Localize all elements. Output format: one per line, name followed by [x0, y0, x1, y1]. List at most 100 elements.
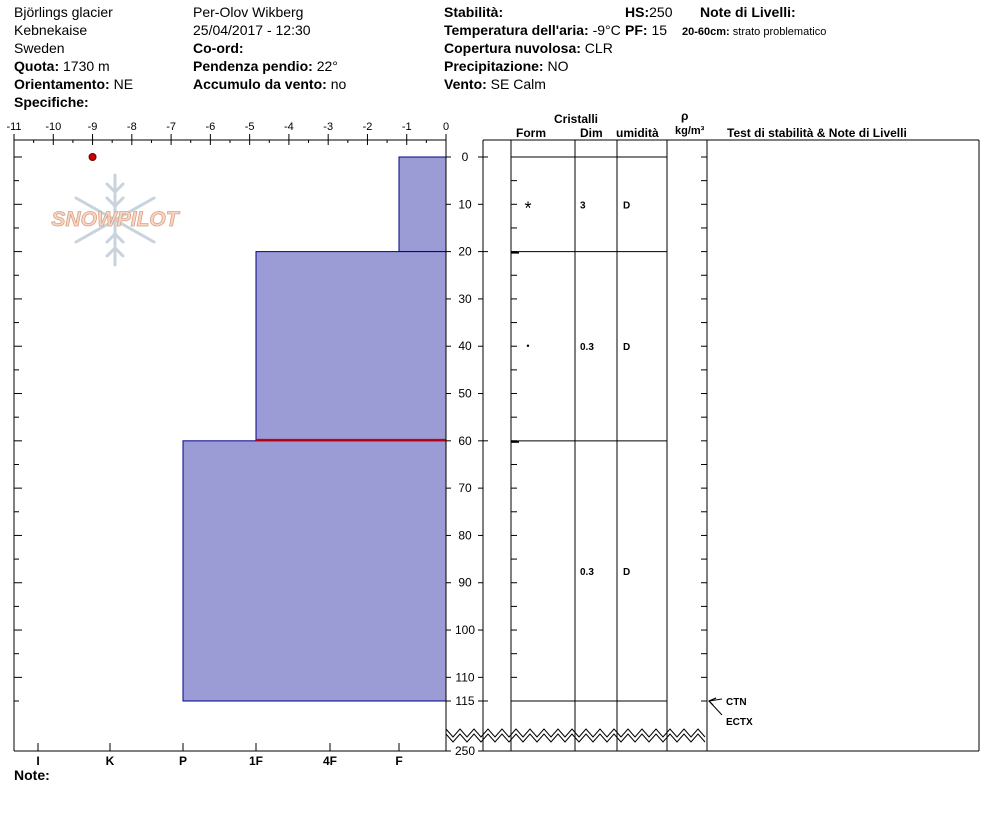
wetness-value: D: [623, 200, 630, 211]
depth-tick-label: 60: [458, 434, 472, 448]
specifics-label: Specifiche:: [14, 94, 89, 110]
wind-label: Vento:: [444, 76, 487, 92]
crystal-size: 0.3: [580, 342, 594, 353]
observation-datetime: 25/04/2017 - 12:30: [193, 22, 311, 38]
temp-tick-label: -3: [323, 121, 333, 133]
hardness-tick-label: 4F: [323, 754, 337, 768]
aspect-value: NE: [113, 76, 134, 92]
pf-value: 15: [651, 22, 668, 38]
hs-row: HS:250: [625, 3, 672, 21]
layer-note-text: strato problematico: [732, 26, 827, 38]
elevation-value: 1730 m: [63, 58, 110, 74]
layer-notes-label: Note di Livelli:: [700, 4, 796, 20]
depth-tick-label: 50: [458, 387, 472, 401]
stability-test-pointer: [708, 698, 723, 702]
hs-label: HS:: [625, 4, 650, 20]
wind-row: Vento: SE Calm: [444, 75, 546, 93]
slope-label: Pendenza pendio:: [193, 58, 313, 74]
slope-row: Pendenza pendio: 22°: [193, 57, 338, 75]
country-name: Sweden: [14, 40, 65, 56]
depth-tick-label: 110: [455, 670, 474, 684]
density-unit: kg/m³: [675, 125, 705, 137]
wetness-value: D: [623, 342, 630, 353]
layer-note-range: 20-60cm:: [682, 26, 730, 38]
temp-tick-label: -5: [245, 121, 255, 133]
depth-tick-label: 40: [458, 339, 472, 353]
pf-row: PF: 15: [625, 21, 667, 39]
wind-loading-row: Accumulo da vento: no: [193, 75, 346, 93]
depth-tick-label: 100: [455, 623, 475, 637]
crystal-size: 3: [580, 200, 586, 211]
crystal-form-symbol: •: [526, 341, 529, 351]
wind-value: SE Calm: [490, 76, 546, 92]
stability-test-arrowhead: [708, 697, 717, 706]
depth-tick-label: 80: [458, 528, 472, 542]
temp-tick-label: -11: [6, 121, 21, 133]
depth-tick-label: 90: [458, 576, 472, 590]
hardness-layer-bar: [255, 251, 447, 442]
hardness-tick-label: F: [395, 754, 402, 768]
wind-loading-value: no: [330, 76, 347, 92]
stability-test-label: ECTX: [726, 717, 753, 728]
temp-tick-label: -1: [402, 121, 412, 133]
air-temp-marker: [88, 153, 97, 161]
temp-tick-label: -4: [284, 121, 294, 133]
temp-tick-label: -7: [166, 121, 176, 133]
location-name: Björlings glacier: [14, 4, 113, 20]
wetness-header: umidità: [616, 126, 659, 140]
tests-header: Test di stabilità & Note di Livelli: [727, 126, 907, 140]
slope-value: 22°: [316, 58, 338, 74]
precip-value: NO: [547, 58, 569, 74]
wind-loading-label: Accumulo da vento:: [193, 76, 327, 92]
temp-tick-label: -9: [88, 121, 98, 133]
depth-tick-label: 20: [458, 245, 472, 259]
crystal-form-symbol: *: [524, 198, 531, 218]
note-label: Note:: [14, 767, 50, 783]
depth-tick-label: 70: [458, 481, 472, 495]
temp-tick-label: -2: [363, 121, 373, 133]
depth-tick-label: 115: [455, 694, 474, 708]
depth-tick-label: 0: [462, 150, 469, 164]
pf-label: PF:: [625, 22, 648, 38]
density-symbol: ρ: [681, 109, 689, 123]
air-temp-value: -9°C: [592, 22, 621, 38]
layer-note-row: 20-60cm: strato problematico: [682, 23, 826, 41]
temp-tick-label: -6: [205, 121, 215, 133]
hardness-layer-bar: [398, 156, 447, 253]
form-header: Form: [516, 126, 546, 140]
elevation-label: Quota:: [14, 58, 60, 74]
cloud-cover-row: Copertura nuvolosa: CLR: [444, 39, 613, 57]
temp-tick-label: 0: [443, 121, 449, 133]
cloud-cover-label: Copertura nuvolosa:: [444, 40, 581, 56]
aspect-label: Orientamento:: [14, 76, 110, 92]
temp-tick-label: -8: [127, 121, 137, 133]
stability-test-label: CTN: [726, 697, 747, 708]
dim-header: Dim: [580, 126, 603, 140]
coord-label: Co-ord:: [193, 40, 244, 56]
air-temp-label: Temperatura dell'aria:: [444, 22, 589, 38]
aspect-row: Orientamento: NE: [14, 75, 133, 93]
hardness-tick-label: 1F: [249, 754, 263, 768]
air-temp-row: Temperatura dell'aria: -9°C: [444, 21, 621, 39]
depth-tick-label: 250: [455, 744, 475, 758]
depth-tick-label: 10: [458, 197, 472, 211]
hs-value: 250: [649, 4, 673, 20]
hardness-tick-label: P: [179, 754, 187, 768]
stability-label: Stabilità:: [444, 4, 504, 20]
cloud-cover-value: CLR: [584, 40, 613, 56]
elevation-row: Quota: 1730 m: [14, 57, 110, 75]
hardness-tick-label: I: [36, 754, 39, 768]
depth-break-zigzag: [445, 733, 706, 743]
temp-tick-label: -10: [45, 121, 61, 133]
snowpilot-logo: SNOWPILOT: [51, 173, 181, 267]
precip-label: Precipitazione:: [444, 58, 544, 74]
hardness-layer-bar: [182, 440, 447, 702]
logo-text: SNOWPILOT: [51, 208, 180, 231]
depth-tick-label: 30: [458, 292, 472, 306]
crystal-size: 0.3: [580, 567, 594, 578]
precip-row: Precipitazione: NO: [444, 57, 568, 75]
depth-break-zigzag: [445, 728, 706, 738]
wetness-value: D: [623, 567, 630, 578]
area-name: Kebnekaise: [14, 22, 88, 38]
